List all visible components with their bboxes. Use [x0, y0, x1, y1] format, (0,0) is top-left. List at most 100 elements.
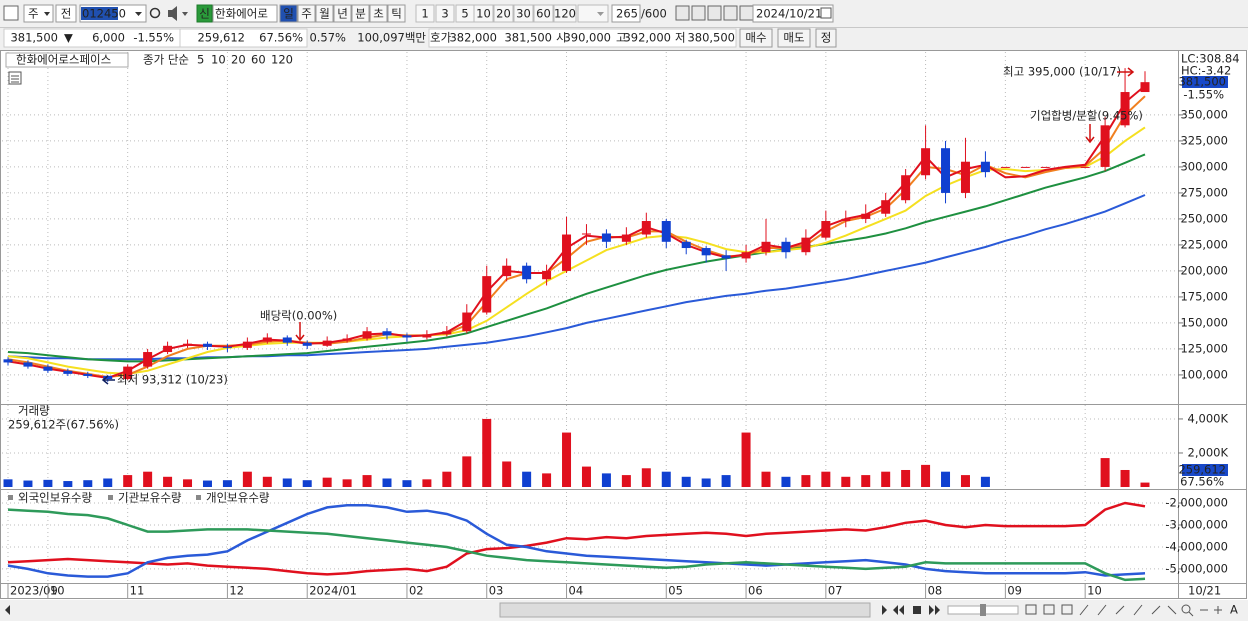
interval-label[interactable]: 30 — [516, 7, 531, 21]
interval-label[interactable]: 5 — [461, 7, 468, 21]
moving-average-line — [7, 153, 1146, 363]
font-size-icon[interactable]: A — [1230, 603, 1238, 617]
volume-bar — [302, 480, 312, 487]
scroll-thumb[interactable] — [499, 602, 871, 618]
new-badge-label[interactable]: 신 — [199, 7, 210, 21]
y-tick-label: -3,000,000 — [1165, 517, 1228, 531]
interval-label[interactable]: 1 — [421, 7, 428, 21]
interval-label[interactable]: 20 — [496, 7, 511, 21]
interval-select[interactable] — [577, 4, 609, 23]
x-tick-label: 09 — [1007, 584, 1022, 598]
interval-button[interactable] — [533, 4, 554, 23]
period-tab[interactable] — [369, 4, 388, 23]
period-tab-label[interactable]: 분 — [355, 7, 366, 21]
calendar-icon[interactable] — [820, 7, 832, 19]
date-input[interactable] — [752, 4, 834, 23]
volume-bar — [43, 479, 53, 487]
volume-bar — [322, 477, 332, 487]
candle-body — [482, 276, 492, 313]
current-change: -1.55% — [1183, 88, 1224, 102]
scroll-rewind[interactable] — [893, 605, 904, 615]
interval-button[interactable] — [473, 4, 494, 23]
tool-icon[interactable] — [707, 5, 722, 21]
candle-body — [941, 148, 951, 193]
candle-body — [522, 265, 532, 280]
scroll-forward[interactable] — [929, 605, 940, 615]
stock-name[interactable]: 한화에어로 — [215, 7, 268, 21]
interval-label[interactable]: 3 — [441, 7, 448, 21]
candle-body — [362, 331, 372, 339]
volume-bar — [422, 479, 432, 487]
date[interactable]: 2024/10/21 — [756, 7, 822, 21]
interval-button[interactable] — [513, 4, 534, 23]
period-tab[interactable] — [387, 4, 406, 23]
save-icon[interactable] — [723, 5, 738, 21]
candle-body — [621, 234, 631, 242]
scroll-left[interactable] — [5, 605, 10, 615]
chart-menu-icon[interactable] — [8, 71, 22, 85]
x-tick-label: 2024/01 — [309, 584, 357, 598]
new-badge[interactable] — [196, 4, 213, 23]
period-select-label[interactable]: 주 — [28, 7, 39, 21]
volume-bar — [262, 476, 272, 487]
stock-title-box — [5, 52, 129, 68]
scroll-right[interactable] — [882, 605, 887, 615]
candle-body — [801, 237, 811, 253]
buy-label[interactable]: 매수 — [745, 31, 766, 45]
correct-label[interactable]: 정 — [821, 31, 832, 45]
quote-change: 6,000 — [92, 31, 125, 45]
y-tick-label: 150,000 — [1180, 315, 1228, 329]
period-tab[interactable] — [315, 4, 334, 23]
zoom-handle[interactable] — [980, 604, 986, 616]
window-icon[interactable] — [3, 5, 19, 21]
interval-button[interactable] — [435, 4, 455, 23]
period-select[interactable] — [23, 4, 54, 23]
interval-button[interactable] — [415, 4, 435, 23]
sell-button[interactable] — [777, 28, 811, 48]
dropdown-arrow[interactable] — [135, 12, 142, 16]
period-tab-label[interactable]: 월 — [319, 7, 330, 21]
interval-button[interactable] — [553, 4, 577, 23]
x-tick-label: 07 — [828, 584, 843, 598]
candle-body — [3, 359, 13, 363]
compare-button[interactable] — [55, 4, 77, 23]
candle-body — [960, 161, 970, 193]
candle-icon[interactable] — [675, 5, 690, 21]
search-icon[interactable] — [149, 7, 161, 19]
compare-label[interactable]: 전 — [61, 7, 72, 21]
interval-label[interactable]: 60 — [536, 7, 551, 21]
period-tab[interactable] — [351, 4, 370, 23]
interval-button[interactable] — [493, 4, 514, 23]
period-tab[interactable] — [333, 4, 352, 23]
period-tab-label[interactable]: 주 — [301, 7, 312, 21]
interval-label[interactable]: 10 — [476, 7, 491, 21]
stock-name-box[interactable] — [212, 4, 278, 23]
period-tab[interactable] — [297, 4, 316, 23]
annotation: 배당락(0.00%) — [260, 309, 337, 323]
candle-body — [123, 366, 133, 380]
stock-code[interactable]: 012450 — [82, 7, 126, 21]
candle-body — [43, 366, 53, 371]
crosshair-icon[interactable] — [691, 5, 706, 21]
dropdown-arrow[interactable] — [597, 12, 604, 16]
correct-button[interactable] — [815, 28, 837, 48]
scroll-stop[interactable] — [913, 606, 921, 614]
period-tab-label[interactable]: 틱 — [391, 7, 402, 21]
period-tab-label[interactable]: 일 — [283, 7, 294, 21]
buy-button[interactable] — [739, 28, 773, 48]
sell-label[interactable]: 매도 — [783, 31, 804, 45]
quote-price: 381,500 — [10, 31, 58, 45]
dropdown-arrow[interactable] — [44, 12, 50, 16]
speaker-icon[interactable] — [168, 6, 188, 21]
interval-label[interactable]: 120 — [554, 7, 576, 21]
x-tick-label: 10 — [1087, 584, 1102, 598]
settings-icon[interactable] — [739, 5, 754, 21]
count[interactable]: 265 — [616, 7, 638, 21]
period-tab-label[interactable]: 초 — [373, 7, 384, 21]
candle-body — [1020, 166, 1030, 168]
tool-icons[interactable] — [1025, 604, 1222, 617]
volume-bar — [342, 479, 352, 487]
period-tab[interactable] — [279, 4, 298, 23]
count-input[interactable] — [611, 4, 641, 23]
period-tab-label[interactable]: 년 — [337, 7, 348, 21]
